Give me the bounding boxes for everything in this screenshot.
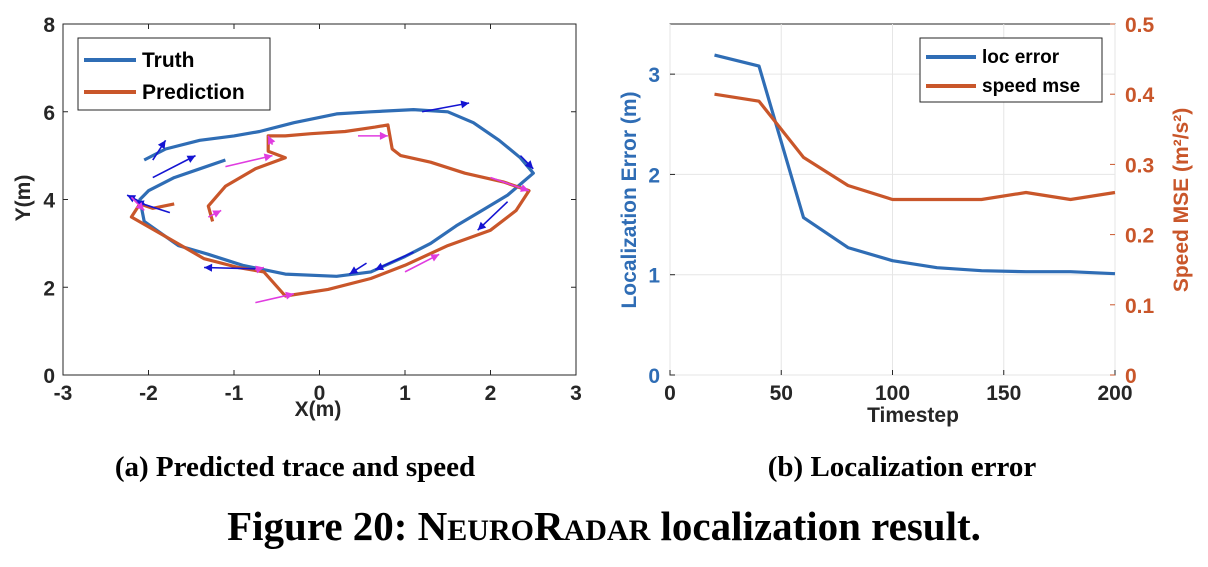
speed-arrow-head (204, 263, 213, 272)
caption-a: (a) Predicted trace and speed (115, 451, 475, 483)
series-line-speed-mse (714, 92, 1116, 202)
series-line-truth (138, 108, 535, 278)
speed-arrow-head (477, 221, 487, 231)
x-tick-label: 2 (485, 382, 497, 405)
speed-arrow-head (349, 266, 359, 275)
speed-arrow-head (255, 265, 264, 274)
speed-arrow-head (285, 291, 294, 300)
caption-b: (b) Localization error (768, 451, 1037, 483)
y-tick-label: 2 (43, 277, 55, 300)
speed-arrow-head (157, 140, 166, 150)
speed-arrow-head (379, 131, 388, 140)
legend-truth-label: Truth (142, 49, 195, 72)
y-tick-label: 8 (43, 14, 55, 37)
figure-title-n1: N (418, 503, 448, 549)
error-right-axis-label: Speed MSE (m²/s²) (1170, 108, 1193, 292)
error-legend: loc error speed mse (919, 37, 1103, 103)
legend-loc-error-label: loc error (982, 47, 1060, 68)
left-y-tick-label: 2 (648, 164, 660, 187)
figure-title-n3: R (534, 503, 564, 549)
y-tick-label: 0 (43, 365, 55, 388)
series-line-loc-error (714, 53, 1116, 276)
x-tick-label: 200 (1097, 382, 1132, 405)
error-legend-box (919, 37, 1103, 103)
y-tick-label: 6 (43, 102, 55, 125)
speed-arrow-head (524, 160, 534, 169)
speed-arrow (225, 154, 273, 168)
speed-arrow-head (263, 153, 273, 162)
x-tick-label: 100 (875, 382, 910, 405)
left-y-tick-label: 3 (648, 64, 660, 87)
legend-speed-mse-label: speed mse (982, 76, 1080, 97)
error-x-axis-label: Timestep (867, 404, 959, 427)
speed-arrow-head (212, 210, 222, 218)
x-tick-label: 150 (986, 382, 1021, 405)
legend-prediction-label: Prediction (142, 81, 245, 104)
y-tick-label: 4 (43, 190, 55, 213)
x-tick-label: 1 (399, 382, 411, 405)
figure-title-prefix: Figure 20: (227, 503, 418, 549)
right-y-tick-label: 0 (1125, 365, 1137, 388)
figure-title-n2: EURO (447, 514, 534, 547)
trace-y-axis-label: Y(m) (12, 175, 35, 222)
speed-arrow-head (375, 262, 385, 271)
right-y-tick-label: 0.2 (1125, 225, 1154, 248)
x-tick-label: 50 (770, 382, 793, 405)
left-y-tick-label: 0 (648, 365, 660, 388)
right-y-tick-label: 0.1 (1125, 295, 1155, 318)
x-tick-label: 0 (664, 382, 676, 405)
trace-legend-box (77, 37, 271, 111)
speed-arrow-head (186, 155, 196, 163)
speed-arrow-head (268, 135, 276, 145)
speed-arrow-head (430, 254, 440, 262)
figure-title-n4: ADAR (564, 514, 651, 547)
x-tick-label: 0 (314, 382, 326, 405)
right-y-tick-label: 0.3 (1125, 154, 1154, 177)
speed-arrow (204, 266, 256, 270)
x-tick-label: 3 (570, 382, 582, 405)
left-y-tick-label: 1 (648, 265, 660, 288)
speed-arrow-head (135, 201, 145, 211)
x-tick-label: -2 (139, 382, 158, 405)
x-tick-label: -1 (225, 382, 244, 405)
figure-title-suffix: localization result. (650, 503, 981, 549)
trace-x-axis-label: X(m) (295, 398, 342, 421)
right-y-tick-label: 0.5 (1125, 14, 1155, 37)
trace-chart: -3 -2 -1 0 1 2 3 0 2 4 6 8 X(m) Y(m) Truth Predicti… (12, 14, 582, 421)
speed-arrow-head (127, 195, 137, 203)
x-tick-label: -3 (54, 382, 73, 405)
error-left-axis-label: Localization Error (m) (618, 91, 641, 308)
figure-title: Figure 20: NEURORADAR localization resul… (227, 503, 981, 549)
speed-arrow-head (520, 184, 529, 192)
right-y-tick-label: 0.4 (1125, 84, 1155, 107)
speed-arrow (152, 154, 196, 179)
trace-legend: Truth Prediction (77, 37, 271, 111)
speed-arrow-head (460, 100, 470, 109)
